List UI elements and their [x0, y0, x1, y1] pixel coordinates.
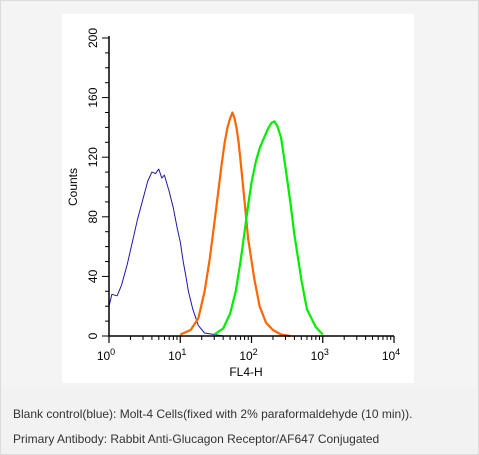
- y-tick-label: 40: [86, 269, 100, 283]
- figure-caption: Blank control(blue): Molt-4 Cells(fixed …: [1, 389, 478, 454]
- y-tick-label: 120: [86, 147, 100, 167]
- series-line-0: [108, 168, 252, 337]
- y-tick-label: 160: [86, 87, 100, 107]
- y-axis-label: Counts: [66, 168, 80, 206]
- series-line-2: [213, 120, 324, 336]
- plot-background: [62, 14, 414, 383]
- y-tick-label: 200: [86, 28, 100, 48]
- series-layer: [108, 111, 324, 338]
- caption-line-2: Primary Antibody: Rabbit Anti-Glucagon R…: [13, 432, 380, 446]
- y-tick-label: 80: [86, 210, 100, 224]
- y-tick-label: 0: [86, 332, 100, 339]
- series-line-1: [179, 111, 291, 338]
- x-axis-label: FL4-H: [229, 365, 262, 379]
- caption-line-1: Blank control(blue): Molt-4 Cells(fixed …: [13, 407, 413, 421]
- plot-panel: 100 101 102 103 104 0 40 80 120 160 200 FL4-H Coun…: [2, 2, 477, 388]
